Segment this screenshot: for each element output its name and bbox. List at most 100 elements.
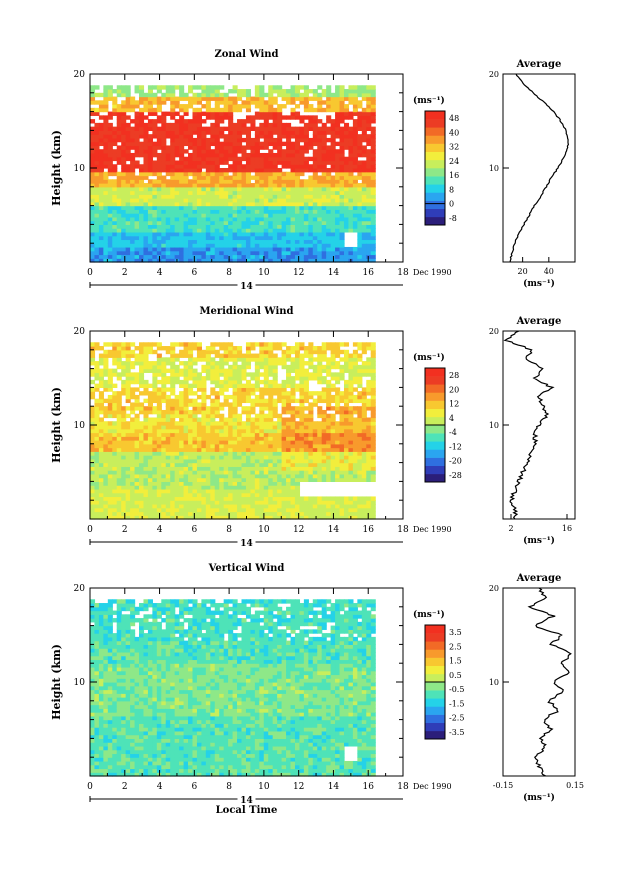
- heatmap-cell: [245, 391, 252, 396]
- heatmap-cell: [192, 194, 198, 199]
- heatmap-cell: [259, 413, 265, 419]
- heatmap-cell: [308, 156, 314, 162]
- heatmap-cell: [165, 488, 171, 494]
- heatmap-cell: [245, 164, 252, 169]
- profile-frame: [502, 73, 576, 263]
- heatmap-cell: [214, 209, 220, 214]
- heatmap-cell: [130, 372, 136, 377]
- heatmap-cell: [134, 473, 140, 479]
- heatmap-cell: [303, 213, 309, 218]
- heatmap-cell: [281, 394, 287, 400]
- heatmap-cell: [205, 507, 211, 513]
- heatmap-cell: [152, 447, 158, 452]
- heatmap-cell: [339, 239, 345, 244]
- heatmap-cell: [268, 496, 274, 501]
- heatmap-cell: [286, 477, 292, 482]
- heatmap-cell: [326, 168, 332, 173]
- heatmap-cell: [152, 387, 158, 392]
- heatmap-cell: [156, 152, 162, 158]
- heatmap-cell: [103, 243, 109, 248]
- heatmap-cell: [183, 149, 189, 154]
- heatmap-cell: [98, 168, 104, 173]
- heatmap-cell: [201, 243, 207, 248]
- heatmap-cell: [219, 372, 225, 377]
- heatmap-cell: [134, 455, 140, 460]
- heatmap-cell: [259, 216, 265, 222]
- heatmap-cell: [107, 458, 113, 464]
- heatmap-cell: [223, 458, 229, 464]
- heatmap-cell: [134, 100, 140, 105]
- heatmap-cell: [317, 477, 323, 482]
- heatmap-cell: [286, 398, 292, 404]
- heatmap-cell: [241, 209, 247, 214]
- heatmap-cell: [348, 152, 354, 158]
- heatmap-cell: [147, 394, 153, 400]
- heatmap-cell: [125, 96, 131, 101]
- heatmap-cell: [125, 235, 131, 241]
- heatmap-cell: [272, 511, 278, 516]
- heatmap-cell: [196, 213, 202, 218]
- heatmap-cell: [112, 372, 118, 377]
- heatmap-cell: [339, 220, 345, 225]
- heatmap-cell: [299, 171, 305, 177]
- heatmap-cell: [348, 198, 354, 203]
- heatmap-cell: [94, 156, 100, 162]
- heatmap-cell: [192, 111, 198, 116]
- heatmap-cell: [294, 428, 301, 434]
- heatmap-cell: [330, 104, 336, 109]
- heatmap-cell: [272, 205, 278, 210]
- heatmap-cell: [94, 224, 100, 229]
- heatmap-cell: [179, 156, 185, 162]
- heatmap-cell: [263, 353, 269, 358]
- heatmap-cell: [317, 243, 323, 248]
- heatmap-cell: [241, 421, 247, 426]
- heatmap-cell: [223, 183, 229, 188]
- heatmap-cell: [179, 168, 185, 173]
- heatmap-cell: [103, 198, 109, 203]
- heatmap-cell: [179, 432, 185, 437]
- heatmap-cell: [263, 254, 269, 259]
- heatmap-cell: [205, 160, 211, 165]
- heatmap-cell: [94, 122, 100, 128]
- heatmap-cell: [107, 152, 113, 158]
- heatmap-cell: [170, 89, 176, 94]
- heatmap-cell: [192, 342, 198, 347]
- heatmap-cell: [241, 104, 247, 109]
- heatmap-cell: [94, 216, 100, 222]
- heatmap-cell: [357, 254, 363, 259]
- heatmap-cell: [134, 175, 140, 180]
- heatmap-cell: [357, 175, 363, 180]
- heatmap-cell: [263, 500, 269, 505]
- heatmap-cell: [196, 145, 202, 150]
- heatmap-cell: [254, 231, 260, 237]
- heatmap-cell: [286, 137, 292, 143]
- heatmap-cell: [147, 156, 153, 162]
- heatmap-cell: [121, 409, 127, 415]
- heatmap-cell: [156, 507, 162, 513]
- heatmap-cell: [286, 394, 292, 400]
- heatmap-cell: [237, 496, 243, 501]
- heatmap-cell: [277, 92, 283, 98]
- heatmap-cell: [223, 361, 229, 366]
- heatmap-cell: [188, 391, 194, 396]
- heatmap-cell: [161, 496, 167, 501]
- heatmap-cell: [290, 156, 296, 162]
- heatmap-cell: [254, 421, 260, 426]
- heatmap-cell: [125, 421, 131, 426]
- heatmap-cell: [272, 231, 278, 237]
- heatmap-cell: [170, 492, 176, 498]
- heatmap-cell: [228, 372, 234, 377]
- heatmap-cell: [165, 361, 171, 366]
- heatmap-cell: [147, 473, 153, 479]
- heatmap-cell: [268, 507, 274, 513]
- heatmap-cell: [107, 462, 113, 467]
- heatmap-cell: [326, 183, 332, 188]
- heatmap-cell: [116, 228, 122, 233]
- heatmap-cell: [308, 224, 314, 229]
- heatmap-cell: [165, 455, 171, 460]
- heatmap-cell: [116, 447, 122, 452]
- heatmap-cell: [192, 402, 198, 407]
- heatmap-cell: [245, 152, 252, 158]
- heatmap-cell: [112, 194, 118, 199]
